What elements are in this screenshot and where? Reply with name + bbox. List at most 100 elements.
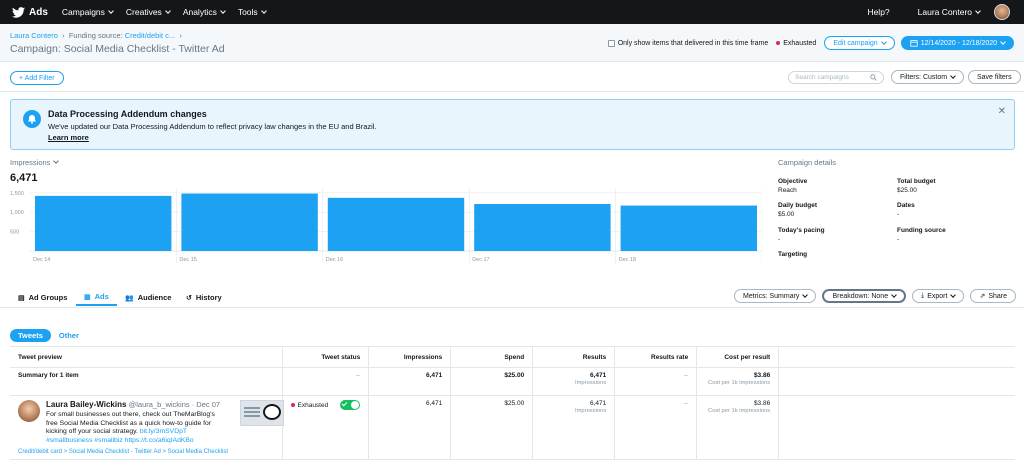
crumb-separator: › [177, 31, 182, 40]
tab-ad-groups[interactable]: ▤ Ad Groups [18, 289, 67, 306]
summary-status: -- [281, 367, 369, 396]
x-tick-label: Dec 18 [619, 257, 636, 263]
summary-results: 6,471 Impressions [532, 367, 615, 396]
learn-more-link[interactable]: Learn more [48, 133, 89, 142]
tweet-text: For small businesses out there, check ou… [46, 411, 215, 435]
row-results-sub: Impressions [574, 408, 607, 414]
bar-dec-15[interactable] [181, 193, 318, 251]
add-filter-label: + Add Filter [19, 74, 55, 82]
chevron-down-icon [260, 7, 267, 14]
bar-dec-17[interactable] [474, 204, 611, 251]
detail-funding-source: Funding source - [897, 227, 946, 243]
summary-spend: $25.00 [450, 367, 533, 396]
y-tick-label: 1,500 [10, 191, 24, 197]
campaign-header: Laura Contero › Funding source: Credit/d… [0, 24, 1024, 62]
entity-tabs: ▤ Ad Groups ▦ Ads 👥 Audience ↺ History Metri… [0, 283, 1024, 308]
filters-custom-button[interactable]: Filters: Custom [891, 70, 965, 84]
crumb-funding[interactable]: Credit/debit c... [124, 31, 176, 40]
x-tick-label: Dec 15 [179, 257, 196, 263]
segment-tweets[interactable]: Tweets [10, 329, 51, 342]
ad-groups-icon: ▤ [18, 294, 25, 302]
menu-campaigns-label: Campaigns [61, 7, 105, 17]
ads-icon: ▦ [84, 293, 91, 301]
tweet-type-toggle: Tweets Other [10, 329, 79, 342]
speech-bubble-icon [263, 404, 281, 420]
bar-dec-16[interactable] [327, 197, 465, 251]
add-filter-button[interactable]: + Add Filter [10, 71, 64, 85]
tab-label: History [195, 293, 222, 302]
detail-value: $25.00 [897, 187, 917, 194]
tweet-status-cell: Exhausted [281, 395, 369, 460]
export-button[interactable]: ⤓ Export [912, 289, 965, 303]
col-results-rate[interactable]: Results rate [614, 346, 697, 368]
menu-campaigns[interactable]: Campaigns [61, 7, 114, 17]
breakdown-label: Breakdown: None [832, 292, 889, 300]
search-input[interactable]: Search campaigns [788, 71, 884, 84]
tweet-link[interactable]: bit.ly/3mSVDpT [139, 428, 188, 435]
col-results[interactable]: Results [532, 346, 615, 368]
close-icon[interactable]: ✕ [997, 106, 1006, 117]
menu-analytics[interactable]: Analytics [183, 7, 226, 17]
crumb-account[interactable]: Laura Contero [10, 31, 58, 40]
tab-audience[interactable]: 👥 Audience [125, 289, 171, 306]
x-tick-label: Dec 16 [326, 257, 343, 263]
tweet-hashtags[interactable]: #smallbusiness #smallbiz https://t.co/a6… [46, 436, 194, 444]
only-show-label: Only show items that delivered in this t… [617, 39, 769, 47]
segment-other[interactable]: Other [58, 331, 79, 340]
detail-key: Today's pacing [778, 227, 825, 234]
table-row[interactable]: Laura Bailey-Wickins @laura_b_wickins · … [10, 395, 1015, 460]
edit-campaign-button[interactable]: Edit campaign [824, 36, 895, 50]
banner-text: We've updated our Data Processing Addend… [48, 122, 377, 131]
nav-right: Help? Laura Contero [853, 0, 1010, 24]
brand[interactable]: Ads [12, 7, 48, 18]
share-button[interactable]: ⇗ Share [970, 289, 1016, 303]
col-impressions[interactable]: Impressions [368, 346, 451, 368]
chevron-down-icon [53, 158, 60, 164]
tweet-status: Exhausted [290, 400, 361, 410]
tab-history[interactable]: ↺ History [186, 289, 222, 306]
tweet-media-thumbnail[interactable] [240, 400, 284, 426]
status-label: Exhausted [783, 39, 817, 47]
tab-ads[interactable]: ▦ Ads [76, 289, 117, 306]
status-dot-icon [290, 403, 295, 407]
y-tick-label: 1,000 [10, 210, 24, 216]
detail-key: Dates [897, 202, 915, 209]
menu-creatives[interactable]: Creatives [126, 7, 171, 17]
col-tweet-preview[interactable]: Tweet preview [10, 346, 282, 368]
tab-label: Audience [137, 293, 172, 302]
metric-selector[interactable]: Impressions [10, 158, 60, 167]
menu-tools[interactable]: Tools [238, 7, 267, 17]
date-range-button[interactable]: 12/14/2020 - 12/18/2020 [900, 36, 1014, 50]
detail-daily-budget: Daily budget $5.00 [778, 202, 817, 218]
summary-row: Summary for 1 item -- 6,471 $25.00 6,471… [10, 367, 1015, 396]
tweet-text-block: For small businesses out there, check ou… [46, 411, 226, 445]
detail-value: - [778, 236, 781, 243]
user-menu[interactable]: Laura Contero [904, 7, 981, 17]
row-breadcrumb[interactable]: Credit/debit card > Social Media Checkli… [18, 449, 228, 455]
bar-dec-18[interactable] [620, 205, 757, 251]
col-spacer [778, 346, 1015, 368]
save-filters-button[interactable]: Save filters [968, 70, 1021, 84]
page-title: Campaign: Social Media Checklist - Twitt… [10, 43, 225, 55]
tweet-preview[interactable]: Laura Bailey-Wickins @laura_b_wickins · … [18, 400, 284, 445]
chevron-down-icon [802, 291, 809, 298]
tweet-status-toggle[interactable] [340, 400, 361, 410]
metrics-button[interactable]: Metrics: Summary [734, 289, 817, 303]
row-cost-value: $3.86 [753, 400, 771, 407]
bar-dec-14[interactable] [35, 195, 172, 251]
row-cost-sub: Cost per 1k impressions [708, 408, 771, 414]
detail-targeting: Targeting [778, 251, 807, 258]
help-link[interactable]: Help? [867, 7, 890, 17]
chevron-down-icon [1000, 38, 1006, 45]
breakdown-button[interactable]: Breakdown: None [822, 289, 907, 303]
only-show-checkbox[interactable] [607, 39, 615, 47]
user-avatar[interactable] [994, 4, 1010, 20]
col-spend[interactable]: Spend [450, 346, 533, 368]
summary-spacer [778, 367, 1015, 396]
chevron-down-icon [164, 7, 171, 14]
crumb-funding-prefix: Funding source: [68, 31, 123, 40]
col-cost-per-result[interactable]: Cost per result [696, 346, 779, 368]
col-tweet-status[interactable]: Tweet status [281, 346, 369, 368]
detail-value: - [897, 211, 900, 218]
status-badge: Exhausted [776, 40, 816, 47]
